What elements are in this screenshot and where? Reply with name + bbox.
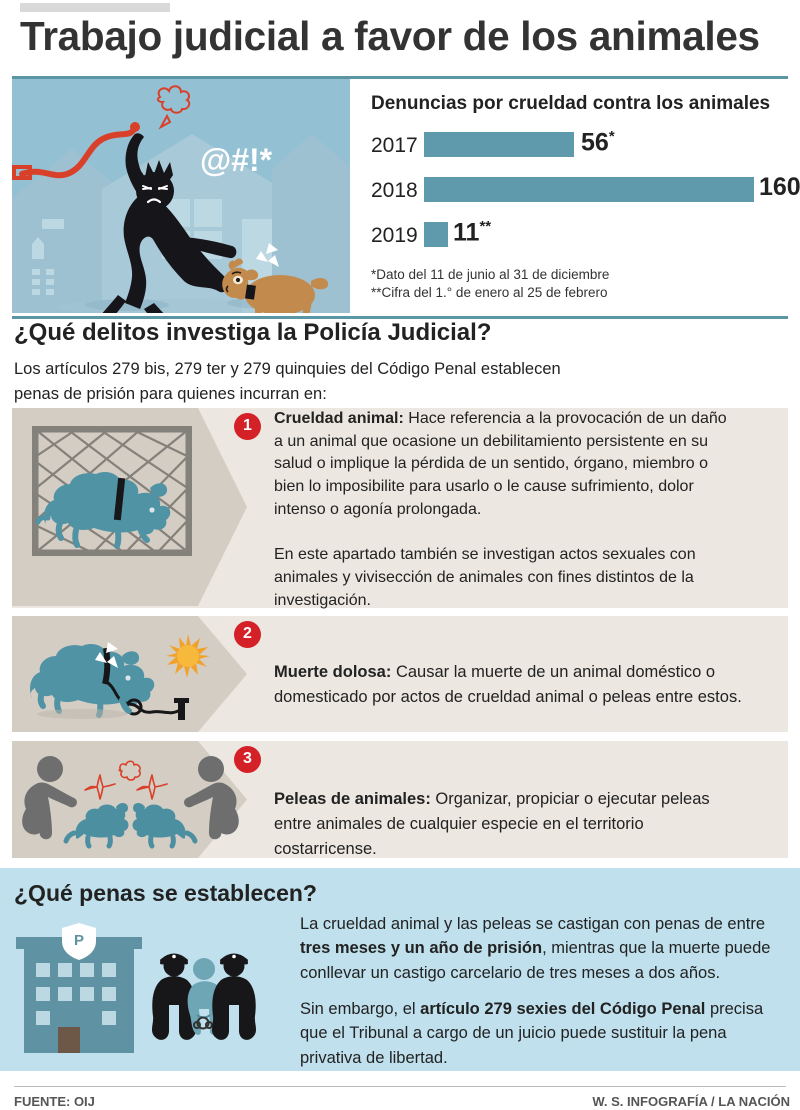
svg-text:P: P — [74, 932, 84, 949]
svg-text:@#!*: @#!* — [200, 142, 273, 178]
